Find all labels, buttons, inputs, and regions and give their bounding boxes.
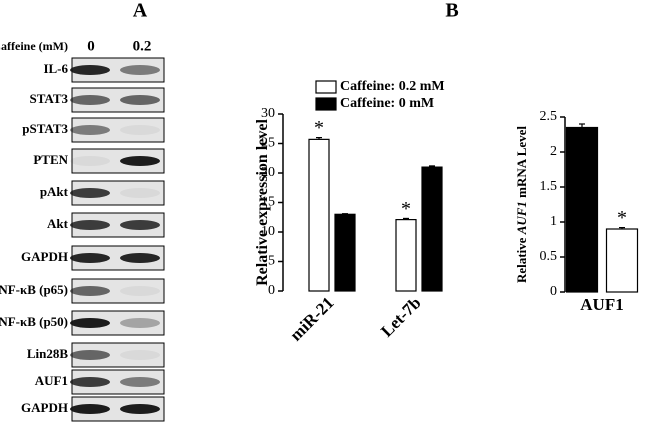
significance: * — [401, 198, 411, 220]
bar — [334, 213, 356, 292]
band — [120, 350, 160, 360]
row-label: AUF1 — [35, 373, 68, 388]
bar — [565, 126, 599, 293]
row-label: GAPDH — [21, 249, 68, 264]
band — [120, 188, 160, 198]
significance: * — [617, 207, 627, 229]
y-tick-label: 20 — [261, 165, 275, 180]
band — [120, 286, 160, 296]
band — [70, 95, 110, 105]
legend-label: Caffeine: 0.2 mM — [340, 79, 445, 94]
y-axis-label-part: mRNA Level — [514, 126, 529, 201]
y-tick-label: 0 — [550, 284, 557, 299]
band — [70, 404, 110, 414]
legend-swatch — [315, 97, 337, 111]
y-axis-label: Relative AUF1 mRNA Level — [514, 126, 529, 283]
bar — [308, 138, 330, 292]
y-axis-label: Relative expression level — [254, 119, 271, 286]
row-label: NF-κB (p50) — [0, 314, 68, 329]
row-label: pAkt — [40, 184, 69, 199]
band — [70, 350, 110, 360]
band — [70, 286, 110, 296]
band — [120, 220, 160, 230]
band — [70, 125, 110, 135]
band — [70, 188, 110, 198]
legend-swatch — [315, 80, 337, 94]
band — [120, 377, 160, 387]
y-axis-label-part: Relative — [514, 234, 529, 283]
bar — [395, 219, 417, 292]
row-label: NF-κB (p65) — [0, 282, 68, 297]
y-tick-label: 0.5 — [540, 249, 558, 264]
y-axis-label-part: AUF1 — [514, 201, 529, 235]
band — [70, 318, 110, 328]
y-tick-label: 25 — [261, 136, 275, 151]
panel-label: A — [133, 0, 148, 22]
band — [120, 253, 160, 263]
band — [120, 156, 160, 166]
significance: * — [314, 117, 324, 139]
band — [120, 95, 160, 105]
y-tick-label: 10 — [261, 224, 275, 239]
panel-label: B — [445, 0, 458, 22]
band — [70, 253, 110, 263]
x-tick-label: miR-21 — [286, 293, 337, 344]
y-tick-label: 1.5 — [540, 179, 558, 194]
y-axis-label-part: Relative expression level — [254, 119, 271, 286]
legend-label: Caffeine: 0 mM — [340, 96, 434, 111]
row-label: Lin28B — [27, 346, 69, 361]
row-label: STAT3 — [29, 91, 68, 106]
band — [120, 65, 160, 75]
y-tick-label: 2 — [550, 144, 557, 159]
lane-label: 0.2 — [133, 38, 152, 54]
bar — [421, 166, 443, 292]
band — [70, 377, 110, 387]
y-tick-label: 30 — [261, 106, 275, 121]
band — [120, 404, 160, 414]
band — [70, 156, 110, 166]
y-tick-label: 5 — [268, 254, 275, 269]
band — [120, 318, 160, 328]
row-label: IL-6 — [43, 61, 68, 76]
band — [70, 65, 110, 75]
band — [120, 125, 160, 135]
row-label: Akt — [47, 216, 69, 231]
row-label: pSTAT3 — [22, 121, 68, 136]
y-tick-label: 2.5 — [540, 109, 558, 124]
x-tick-label: AUF1 — [580, 295, 623, 314]
row-label: GAPDH — [21, 400, 68, 415]
x-tick-label: Let-7b — [377, 293, 424, 340]
header-label: Caffeine (mM) — [0, 39, 68, 53]
bar — [605, 228, 639, 293]
y-tick-label: 1 — [550, 214, 557, 229]
y-tick-label: 0 — [268, 283, 275, 298]
y-tick-label: 15 — [261, 195, 275, 210]
lane-label: 0 — [87, 38, 95, 54]
row-label: PTEN — [33, 152, 68, 167]
band — [70, 220, 110, 230]
